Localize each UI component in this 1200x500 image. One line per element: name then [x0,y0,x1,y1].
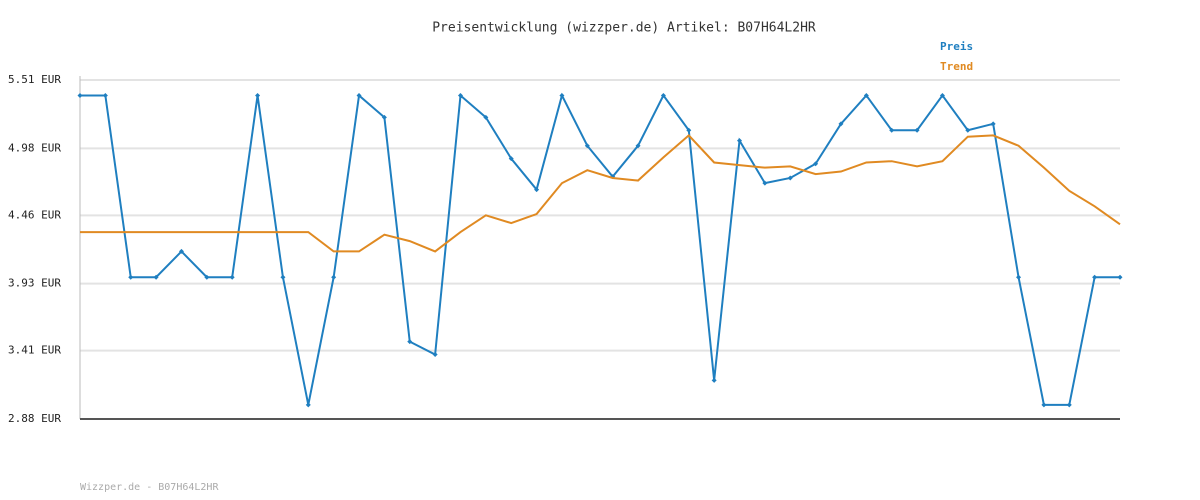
point-marker [331,274,337,280]
y-tick-label: 4.98 EUR [8,141,61,154]
point-marker [229,274,235,280]
point-marker [686,127,692,133]
point-marker [889,127,895,133]
point-marker [483,114,489,120]
point-marker [965,127,971,133]
point-marker [534,187,540,193]
point-marker [356,92,362,98]
point-marker [711,377,717,383]
point-marker [584,143,590,149]
legend-entry: Trend [940,60,973,73]
footer: Wizzper.de - B07H64L2HR [80,482,219,493]
chart-title: Preisentwicklung (wizzper.de) Artikel: B… [432,21,816,36]
point-marker [939,92,945,98]
point-marker [1117,274,1123,280]
point-marker [813,161,819,167]
point-marker [407,339,413,345]
y-tick-label: 4.46 EUR [8,208,61,221]
point-marker [204,274,210,280]
y-tick-label: 2.88 EUR [8,412,61,425]
point-marker [153,274,159,280]
point-marker [635,143,641,149]
series-line [80,92,1120,406]
point-marker [178,248,184,254]
point-marker [660,92,666,98]
point-marker [737,138,743,144]
point-marker [457,92,463,98]
point-marker [280,274,286,280]
y-tick-label: 3.93 EUR [8,277,61,290]
point-marker [1092,274,1098,280]
point-marker [863,92,869,98]
y-tick-label: 5.51 EUR [8,73,61,86]
point-marker [762,180,768,186]
point-marker [432,352,438,358]
point-marker [128,274,134,280]
point-marker [77,92,83,98]
point-marker [305,402,311,408]
point-marker [1041,402,1047,408]
point-marker [838,121,844,127]
point-marker [787,175,793,181]
point-marker [559,92,565,98]
legend-entry: Preis [940,40,973,53]
point-marker [508,156,514,162]
point-marker [1016,274,1022,280]
point-marker [255,92,261,98]
point-marker [1066,402,1072,408]
point-marker [102,92,108,98]
point-marker [914,127,920,133]
y-tick-label: 3.41 EUR [8,344,61,357]
point-marker [990,121,996,127]
point-marker [381,114,387,120]
series-line [80,134,1121,253]
